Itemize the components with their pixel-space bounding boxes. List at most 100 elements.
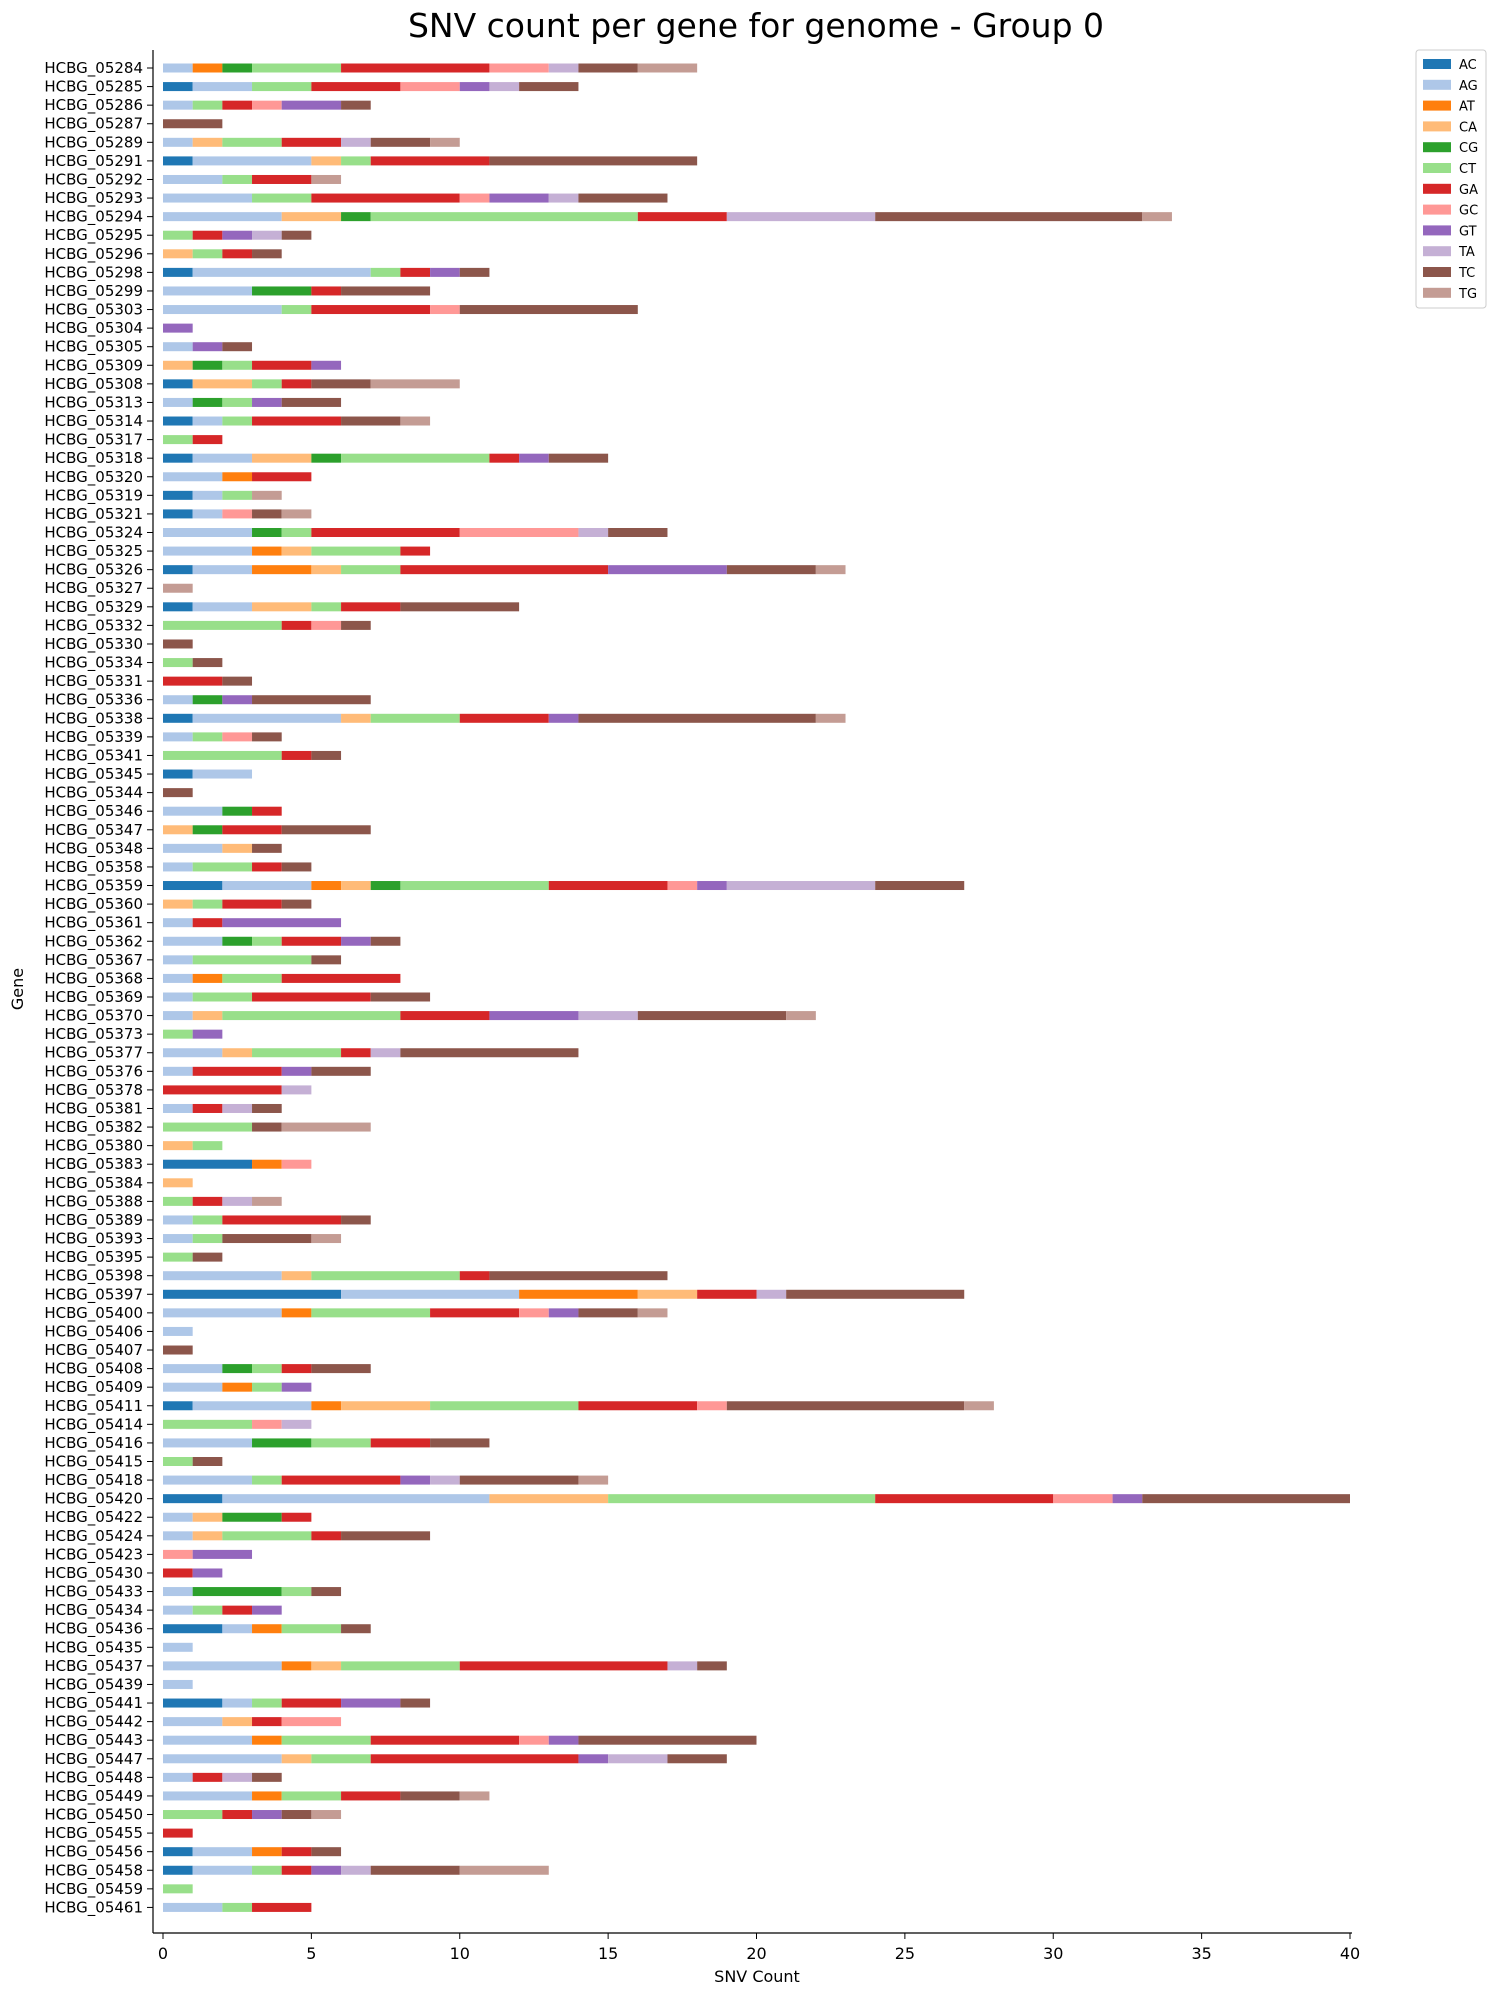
y-tick-label: HCBG_05382 [44, 1118, 143, 1137]
bar-segment-HCBG_05308-GA [281, 379, 312, 389]
legend-swatch-CT [1423, 163, 1451, 173]
bar-segment-HCBG_05287-TC [163, 119, 223, 129]
bar-segment-HCBG_05309-CG [192, 360, 223, 370]
bar-segment-HCBG_05338-CA [341, 713, 371, 723]
bar-segment-HCBG_05456-AT [252, 1847, 282, 1857]
bar-segment-HCBG_05376-TC [311, 1066, 371, 1076]
bar-segment-HCBG_05291-CT [341, 156, 371, 166]
bar-segment-HCBG_05408-AG [163, 1364, 223, 1374]
bar-segment-HCBG_05416-CT [311, 1438, 371, 1448]
bar-segment-HCBG_05360-CA [163, 899, 193, 909]
bar-segment-HCBG_05318-CT [341, 453, 490, 463]
bar-segment-HCBG_05369-GA [252, 992, 371, 1002]
bar-segment-HCBG_05308-AC [163, 379, 193, 389]
bar-segment-HCBG_05400-GC [519, 1308, 549, 1318]
bar-segment-HCBG_05397-AC [163, 1289, 342, 1299]
bar-segment-HCBG_05295-TC [281, 230, 312, 240]
y-tick-label: HCBG_05422 [44, 1508, 143, 1527]
bar-segment-HCBG_05303-CT [281, 305, 312, 315]
y-tick-label: HCBG_05381 [44, 1099, 143, 1118]
bar-segment-HCBG_05346-AG [163, 806, 223, 816]
bar-segment-HCBG_05437-GA [459, 1661, 668, 1671]
bar-segment-HCBG_05359-CT [400, 881, 549, 891]
bar-segment-HCBG_05377-TC [400, 1048, 579, 1058]
bar-segment-HCBG_05456-GA [281, 1847, 312, 1857]
bar-segment-HCBG_05308-TG [370, 379, 460, 389]
bar-segment-HCBG_05285-GC [400, 82, 460, 92]
bar-segment-HCBG_05338-TC [578, 713, 816, 723]
y-tick-label: HCBG_05367 [44, 951, 143, 970]
y-tick-label: HCBG_05286 [44, 96, 143, 115]
bar-segment-HCBG_05420-AC [163, 1494, 223, 1504]
bar-segment-HCBG_05336-TC [252, 695, 371, 705]
bar-segment-HCBG_05294-GA [637, 212, 727, 222]
bar-segment-HCBG_05384-CA [163, 1178, 193, 1188]
y-tick-label: HCBG_05298 [44, 263, 143, 282]
bar-segment-HCBG_05370-GA [400, 1011, 490, 1021]
bar-segment-HCBG_05293-GA [311, 193, 460, 203]
bar-segment-HCBG_05424-CA [192, 1531, 223, 1541]
bar-segment-HCBG_05309-CA [163, 360, 193, 370]
bar-segment-HCBG_05292-TG [311, 174, 342, 184]
legend-label-GC: GC [1459, 204, 1478, 219]
bar-segment-HCBG_05424-GA [311, 1531, 342, 1541]
bar-segment-HCBG_05303-GA [311, 305, 431, 315]
y-tick-label: HCBG_05329 [44, 598, 143, 617]
bar-segment-HCBG_05332-GA [281, 620, 312, 630]
bar-segment-HCBG_05291-TC [489, 156, 698, 166]
bar-segment-HCBG_05414-TA [281, 1419, 312, 1429]
bar-segment-HCBG_05318-GA [489, 453, 520, 463]
bar-segment-HCBG_05362-CT [252, 936, 282, 946]
bar-segment-HCBG_05389-GA [222, 1215, 342, 1225]
bar-segment-HCBG_05336-GT [222, 695, 253, 705]
y-tick-label: HCBG_05305 [44, 338, 143, 357]
bar-segment-HCBG_05298-CT [370, 267, 401, 277]
y-tick-label: HCBG_05317 [44, 431, 143, 450]
bar-segment-HCBG_05411-TC [726, 1401, 965, 1411]
bar-segment-HCBG_05381-AG [163, 1103, 193, 1113]
bar-segment-HCBG_05326-AT [252, 565, 312, 575]
y-tick-label: HCBG_05414 [44, 1415, 143, 1434]
bar-segment-HCBG_05458-GA [281, 1865, 312, 1875]
bar-segment-HCBG_05377-CT [252, 1048, 342, 1058]
bar-segment-HCBG_05338-GT [548, 713, 579, 723]
bar-segment-HCBG_05360-TC [281, 899, 312, 909]
y-tick-label: HCBG_05448 [44, 1768, 143, 1787]
bar-segment-HCBG_05437-AG [163, 1661, 282, 1671]
x-tick-label: 25 [895, 1944, 915, 1963]
bar-segment-HCBG_05327-TG [163, 583, 193, 593]
bar-segment-HCBG_05393-TG [311, 1234, 342, 1244]
bar-segment-HCBG_05299-AG [163, 286, 253, 296]
y-tick-label: HCBG_05327 [44, 579, 143, 598]
bar-segment-HCBG_05436-CT [281, 1624, 342, 1634]
bar-segment-HCBG_05389-CT [192, 1215, 223, 1225]
bar-segment-HCBG_05381-TA [222, 1103, 253, 1113]
bar-segment-HCBG_05411-AG [192, 1401, 312, 1411]
bar-segment-HCBG_05284-CT [252, 63, 342, 73]
bar-segment-HCBG_05409-GT [281, 1382, 312, 1392]
bar-segment-HCBG_05285-TA [489, 82, 520, 92]
bar-segment-HCBG_05347-GA [222, 825, 282, 835]
bar-segment-HCBG_05418-TG [578, 1475, 609, 1485]
bar-segment-HCBG_05411-CA [341, 1401, 431, 1411]
bar-segment-HCBG_05441-GT [341, 1698, 401, 1708]
bar-segment-HCBG_05400-GT [548, 1308, 579, 1318]
bar-segment-HCBG_05456-AG [192, 1847, 253, 1857]
bar-segment-HCBG_05313-GT [252, 397, 282, 407]
bar-segment-HCBG_05393-TC [222, 1234, 312, 1244]
bar-segment-HCBG_05289-CA [192, 137, 223, 147]
bar-segment-HCBG_05294-CG [341, 212, 371, 222]
bar-segment-HCBG_05362-GA [281, 936, 342, 946]
y-tick-label: HCBG_05336 [44, 691, 143, 710]
bar-segment-HCBG_05324-AG [163, 528, 253, 537]
legend-label-AG: AG [1459, 79, 1478, 94]
bar-segment-HCBG_05455-GA [163, 1828, 193, 1838]
bar-segment-HCBG_05437-TA [667, 1661, 698, 1671]
bar-segment-HCBG_05359-CA [341, 881, 371, 891]
bar-segment-HCBG_05436-AG [222, 1624, 253, 1634]
bar-segment-HCBG_05320-GA [252, 472, 312, 482]
y-tick-label: HCBG_05321 [44, 505, 143, 524]
bar-segment-HCBG_05341-GA [281, 750, 312, 760]
y-tick-label: HCBG_05376 [44, 1062, 143, 1081]
bar-segment-HCBG_05303-TC [459, 305, 638, 315]
